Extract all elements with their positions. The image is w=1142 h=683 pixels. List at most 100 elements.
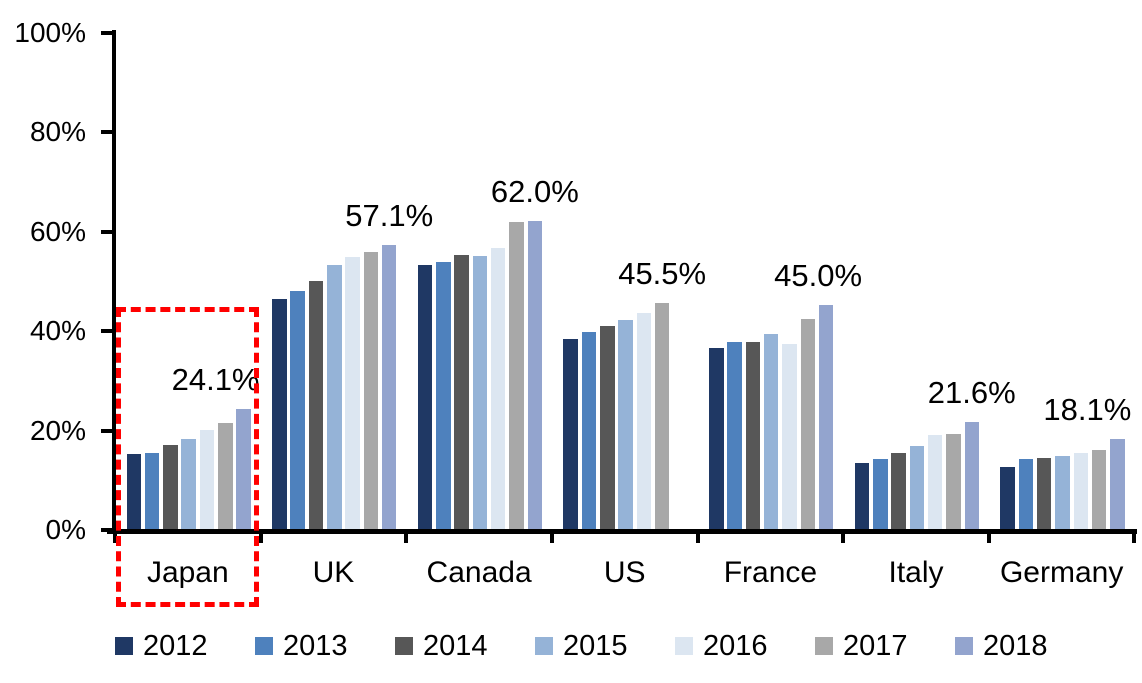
bar-2017-france (800, 319, 816, 529)
y-tick-label: 40% (29, 315, 86, 347)
legend-label-2012: 2012 (143, 630, 208, 662)
bar-2013-canada (436, 262, 451, 529)
bar-2012-italy (854, 462, 870, 529)
bar-2015-italy (909, 445, 925, 529)
data-label-japan: 24.1% (171, 362, 260, 398)
y-tick-mark (101, 229, 113, 234)
bar-2014-uk (308, 280, 324, 529)
bar-2013-italy (873, 458, 888, 529)
bar-2014-france (745, 342, 761, 529)
bar-2018-uk (381, 245, 397, 529)
bar-2016-us (636, 313, 652, 529)
legend-label-2014: 2014 (423, 630, 488, 662)
bar-2012-us (563, 339, 578, 529)
legend-swatch-2017 (815, 637, 833, 655)
bar-2018-japan (236, 409, 251, 529)
legend-label-2013: 2013 (283, 630, 348, 662)
highlight-box-japan (116, 307, 259, 607)
legend-item-2017: 2017 (815, 631, 908, 661)
legend-swatch-2018 (955, 637, 973, 655)
data-label-uk: 57.1% (345, 198, 434, 234)
bar-2012-germany (1000, 466, 1015, 529)
legend-swatch-2013 (255, 637, 273, 655)
y-axis-line (112, 30, 116, 534)
bar-2018-germany (1110, 439, 1125, 529)
x-tick-mark (1132, 533, 1137, 543)
legend-label-2017: 2017 (843, 630, 908, 662)
bar-2013-japan (144, 452, 160, 529)
bar-2018-france (818, 305, 834, 529)
bar-2014-canada (454, 254, 469, 529)
bar-2017-canada (509, 221, 524, 529)
legend-swatch-2015 (535, 637, 553, 655)
data-label-canada: 62.0% (490, 173, 579, 209)
y-tick-mark (101, 31, 113, 35)
legend-label-2018: 2018 (983, 630, 1048, 662)
bar-2013-us (581, 331, 597, 529)
x-tick-mark (404, 533, 409, 543)
x-tick-mark (986, 533, 991, 543)
legend-item-2013: 2013 (255, 631, 348, 661)
bar-2016-france (782, 344, 797, 529)
bar-2015-france (763, 333, 779, 529)
legend-label-2016: 2016 (703, 630, 768, 662)
bar-2016-germany (1073, 452, 1089, 529)
y-tick-mark (101, 528, 113, 532)
bar-2017-uk (363, 251, 379, 529)
bar-2012-uk (272, 298, 287, 529)
bar-2015-canada (472, 255, 488, 529)
bar-2012-france (709, 348, 724, 529)
bar-2014-us (600, 326, 615, 529)
legend-item-2016: 2016 (675, 631, 768, 661)
x-axis-line (107, 529, 1138, 534)
x-tick-mark (549, 533, 554, 543)
category-label-france: France (723, 556, 818, 589)
y-tick-mark (101, 329, 113, 334)
x-tick-mark (841, 533, 846, 543)
category-label-japan: Japan (146, 556, 229, 589)
legend-swatch-2012 (115, 637, 133, 655)
y-tick-label: 20% (29, 414, 86, 446)
y-tick-mark (101, 428, 113, 433)
bar-2018-italy (964, 421, 979, 529)
bar-2017-us (654, 302, 670, 529)
data-label-germany: 18.1% (1043, 392, 1132, 428)
y-tick-mark (101, 130, 113, 135)
bar-2012-canada (417, 265, 433, 529)
category-label-uk: UK (312, 556, 355, 589)
category-label-germany: Germany (999, 556, 1124, 589)
bar-2017-germany (1091, 450, 1107, 529)
y-tick-label: 60% (29, 215, 86, 247)
bar-2014-italy (891, 452, 906, 529)
bar-2016-canada (490, 248, 506, 529)
bar-2015-germany (1055, 455, 1070, 529)
bar-2013-germany (1018, 459, 1034, 529)
category-label-us: US (603, 556, 646, 589)
bar-2015-japan (181, 438, 196, 529)
bar-2017-japan (218, 423, 233, 529)
y-tick-label: 80% (29, 116, 86, 148)
data-label-italy: 21.6% (927, 374, 1016, 410)
legend-label-2015: 2015 (563, 630, 628, 662)
bar-2014-germany (1036, 457, 1052, 529)
legend-swatch-2016 (675, 637, 693, 655)
bar-2014-japan (163, 445, 178, 529)
bar-2013-france (727, 342, 742, 529)
x-tick-mark (258, 533, 263, 543)
category-label-italy: Italy (888, 556, 944, 589)
bar-2012-japan (126, 453, 141, 529)
bar-2015-us (618, 320, 633, 529)
bar-2013-uk (290, 291, 305, 529)
bar-2017-italy (946, 433, 961, 529)
y-tick-label: 100% (14, 17, 86, 48)
bar-2015-uk (327, 264, 342, 529)
legend-item-2018: 2018 (955, 631, 1048, 661)
bar-2016-italy (927, 434, 943, 529)
legend-item-2015: 2015 (535, 631, 628, 661)
data-label-france: 45.0% (774, 258, 863, 294)
data-label-us: 45.5% (618, 255, 707, 291)
legend-item-2012: 2012 (115, 631, 208, 661)
category-label-canada: Canada (426, 556, 532, 589)
legend-item-2014: 2014 (395, 631, 488, 661)
